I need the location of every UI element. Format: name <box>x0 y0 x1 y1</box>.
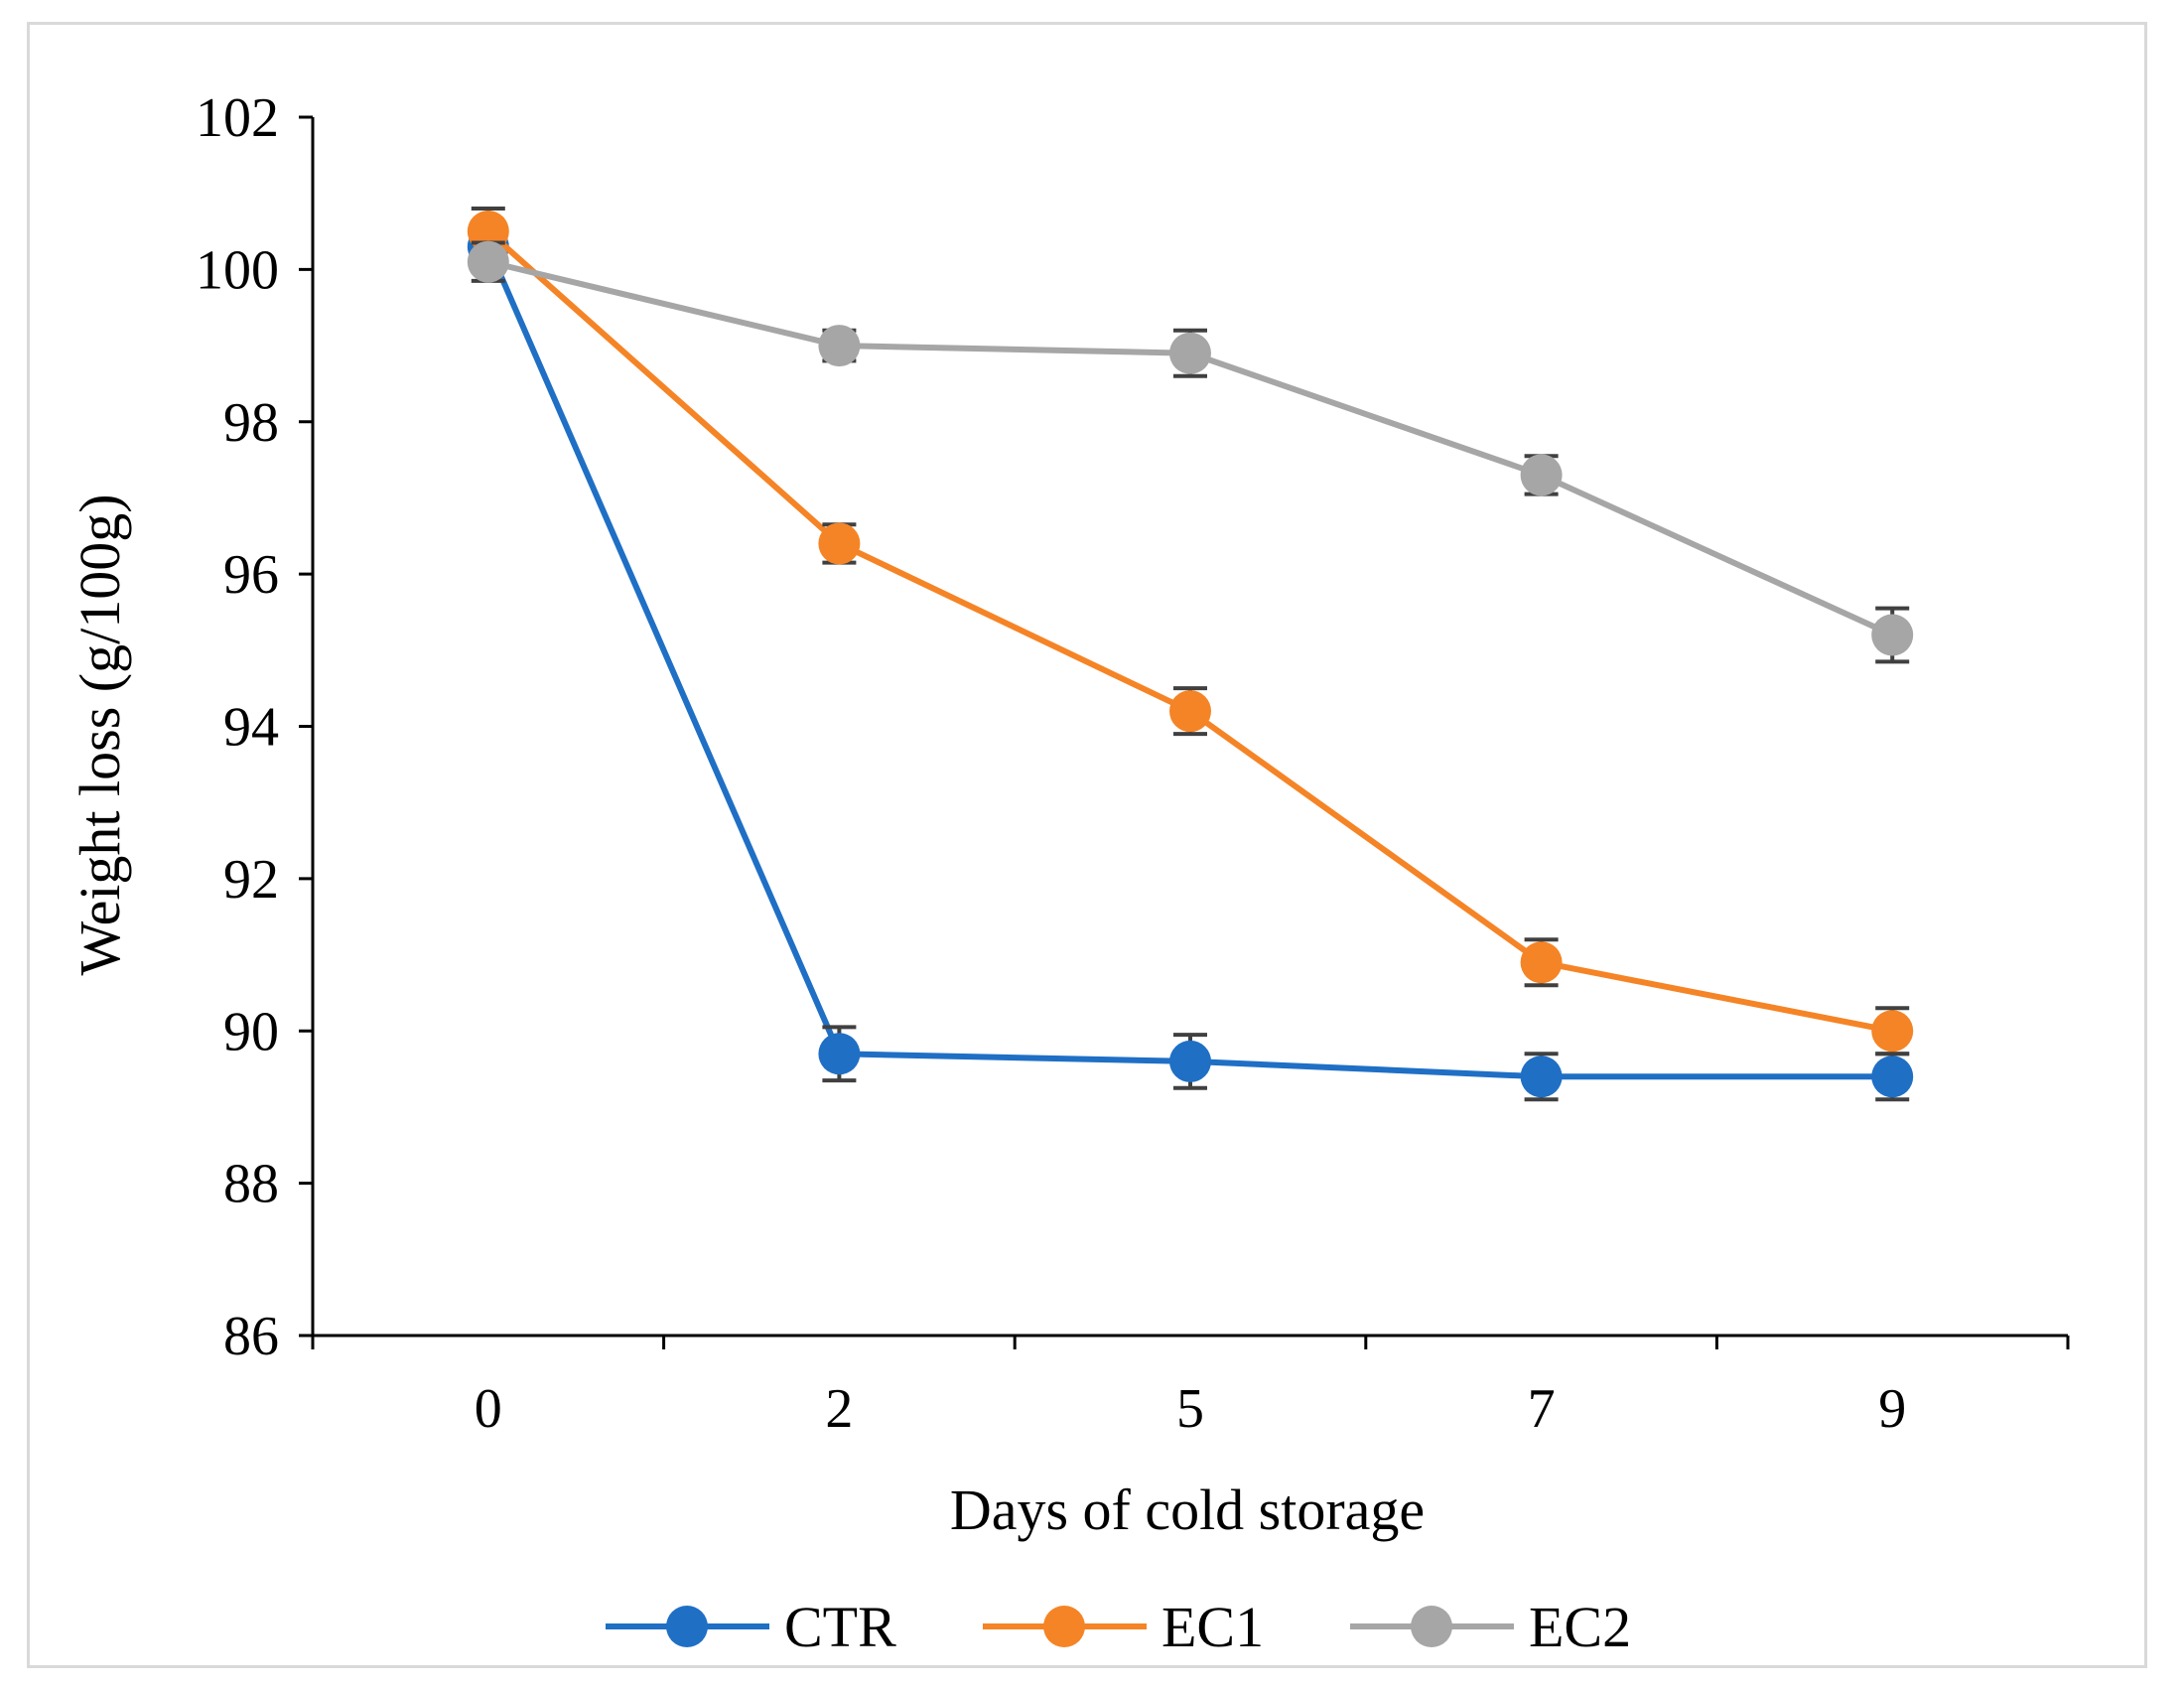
legend-label: CTR <box>784 1595 896 1659</box>
y-tick-label: 96 <box>223 544 279 606</box>
y-tick-label: 88 <box>223 1154 279 1215</box>
legend-label: EC1 <box>1161 1595 1264 1659</box>
legend-marker <box>1411 1606 1452 1647</box>
legend-item-ec2: EC2 <box>1350 1595 1631 1659</box>
x-axis-title: Days of cold storage <box>950 1478 1425 1542</box>
series-layer <box>467 207 1914 1102</box>
data-point <box>1520 1056 1563 1098</box>
y-tick-label: 90 <box>223 1001 279 1062</box>
series-ec1 <box>467 207 1914 1057</box>
x-tick-label: 5 <box>1176 1378 1204 1440</box>
data-point <box>1520 941 1563 984</box>
data-point <box>1871 614 1914 656</box>
data-point <box>1169 332 1211 374</box>
y-ticks: 86 88 90 92 94 96 98 100 102 <box>196 87 313 1367</box>
chart-frame <box>27 22 2147 1668</box>
series-ec2 <box>467 240 1914 664</box>
data-point <box>1169 690 1211 733</box>
legend-marker <box>666 1606 708 1647</box>
y-tick-label: 92 <box>223 849 279 911</box>
x-tick-label: 2 <box>825 1378 853 1440</box>
data-point <box>818 325 861 367</box>
x-tick-label: 9 <box>1878 1378 1906 1440</box>
data-point <box>818 522 861 565</box>
legend-item-ctr: CTR <box>606 1595 896 1659</box>
data-point <box>467 240 509 283</box>
y-tick-label: 102 <box>196 87 279 149</box>
y-tick-label: 98 <box>223 392 279 454</box>
data-point <box>1871 1010 1914 1053</box>
legend-marker <box>1043 1606 1085 1647</box>
data-point <box>818 1033 861 1075</box>
x-ticks: 0 2 5 7 9 <box>311 1336 2070 1440</box>
legend-item-ec1: EC1 <box>983 1595 1264 1659</box>
y-axis-title: Weight loss (g/100g) <box>68 493 132 975</box>
data-point <box>1169 1040 1211 1082</box>
data-point <box>1871 1056 1914 1098</box>
data-point <box>1520 454 1563 496</box>
x-tick-label: 7 <box>1528 1378 1556 1440</box>
y-tick-label: 100 <box>196 239 279 301</box>
legend: CTR EC1 EC2 <box>606 1595 1631 1659</box>
y-tick-label: 94 <box>223 697 279 759</box>
y-tick-label: 86 <box>223 1306 279 1367</box>
legend-label: EC2 <box>1529 1595 1631 1659</box>
series-line <box>487 258 1894 638</box>
x-tick-label: 0 <box>475 1378 502 1440</box>
